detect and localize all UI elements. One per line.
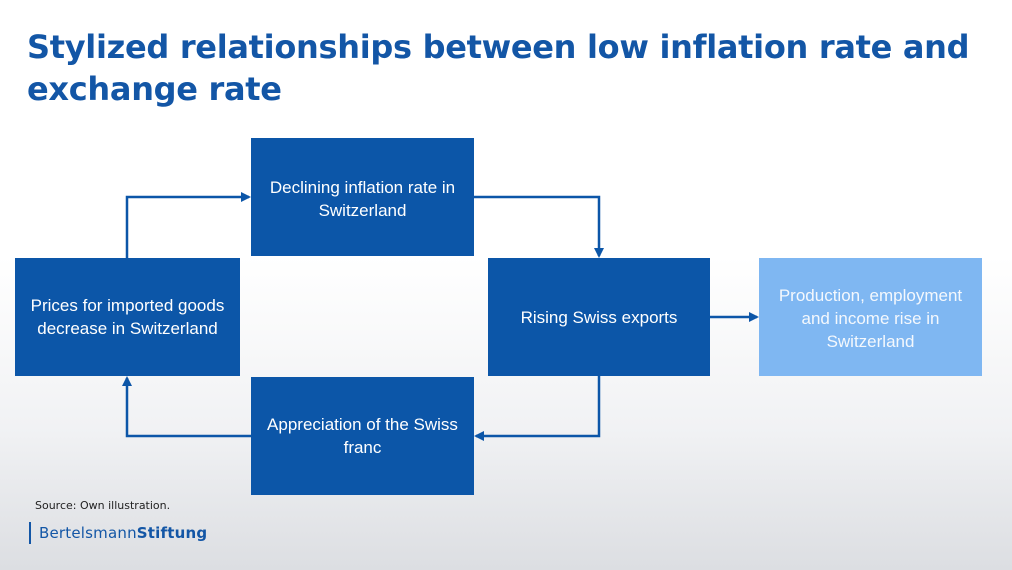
node-franc-appreciation: Appreciation of the Swiss franc [251,377,474,495]
node-production-rise: Production, employment and income rise i… [759,258,982,376]
arrow-inflation-to-exports [474,195,604,258]
page-title: Stylized relationships between low infla… [27,28,970,108]
arrow-appreciation-to-prices [122,376,251,438]
source-note: Source: Own illustration. [35,499,171,512]
bertelsmann-stiftung-logo: Bertelsmann Stiftung [29,522,207,544]
node-rising-exports-label: Rising Swiss exports [520,307,678,327]
node-production-rise-label: Production, employment and income rise i… [778,286,963,351]
logo-regular-text: Bertelsmann [39,524,137,542]
logo-bold-text: Stiftung [136,524,208,542]
node-rising-exports: Rising Swiss exports [488,258,710,376]
arrow-prices-to-inflation [125,192,251,258]
arrow-exports-to-appreciation [474,376,601,441]
node-declining-inflation-label: Declining inflation rate in Switzerland [269,178,456,220]
node-declining-inflation: Declining inflation rate in Switzerland [251,138,474,256]
node-import-prices-label: Prices for imported goods decrease in Sw… [30,296,225,338]
node-import-prices: Prices for imported goods decrease in Sw… [15,258,240,376]
node-franc-appreciation-label: Appreciation of the Swiss franc [267,415,458,457]
